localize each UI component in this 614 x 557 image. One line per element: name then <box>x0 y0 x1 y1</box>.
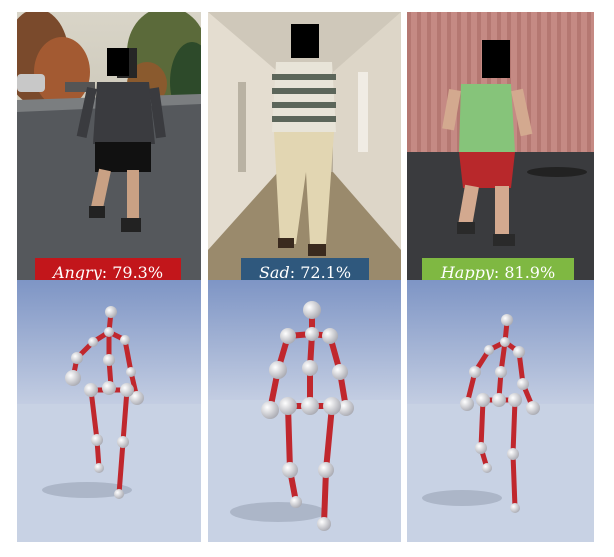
face-mask <box>482 40 510 78</box>
confidence-value: 72.1% <box>300 263 352 282</box>
skeleton-render <box>17 280 201 542</box>
emotion-name: Happy <box>440 263 494 282</box>
panel-angry: Angry: 79.3% <box>17 12 201 542</box>
face-mask <box>291 24 319 58</box>
emotion-name: Sad <box>258 263 290 282</box>
walking-photo <box>208 12 401 280</box>
skeleton-scene <box>17 280 201 542</box>
walking-photo <box>17 12 201 280</box>
emotion-name: Angry <box>52 263 102 282</box>
confidence-value: 79.3% <box>112 263 164 282</box>
skeleton-render <box>208 280 401 542</box>
separator: : <box>289 263 301 282</box>
walking-photo <box>407 12 594 280</box>
indoor-hallway-scene <box>208 12 401 280</box>
separator: : <box>493 263 505 282</box>
confidence-value: 81.9% <box>504 263 556 282</box>
skeleton-render <box>407 280 594 542</box>
skeleton-scene <box>407 280 594 542</box>
separator: : <box>101 263 113 282</box>
panel-sad: Sad: 72.1% <box>208 12 401 542</box>
skeleton-scene <box>208 280 401 542</box>
face-mask <box>107 48 129 76</box>
panel-happy: Happy: 81.9% <box>407 12 594 542</box>
